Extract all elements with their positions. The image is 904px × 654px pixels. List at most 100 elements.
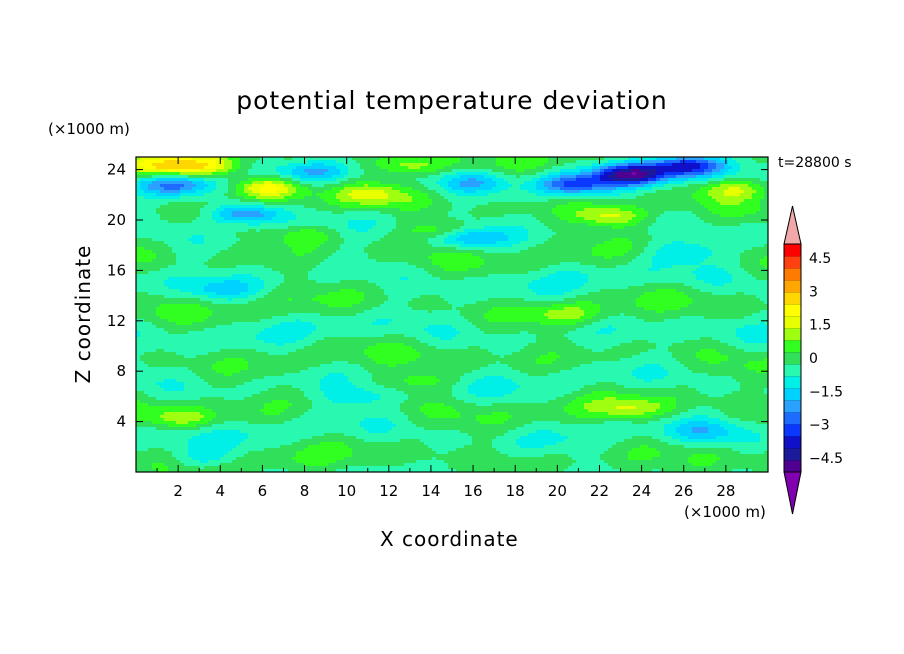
heatmap-cell bbox=[468, 235, 473, 239]
heatmap-cell bbox=[308, 211, 313, 215]
heatmap-cell bbox=[432, 211, 437, 215]
heatmap-cell bbox=[584, 208, 589, 212]
heatmap-cell bbox=[384, 175, 389, 179]
heatmap-cell bbox=[236, 202, 241, 206]
heatmap-cell bbox=[148, 217, 153, 221]
heatmap-cell bbox=[212, 187, 217, 191]
heatmap-cell bbox=[496, 250, 501, 254]
heatmap-cell bbox=[292, 178, 297, 182]
heatmap-cell bbox=[436, 238, 441, 242]
heatmap-cell bbox=[152, 232, 157, 236]
heatmap-cell bbox=[480, 226, 485, 230]
heatmap-cell bbox=[236, 241, 241, 245]
heatmap-cell bbox=[636, 166, 641, 170]
heatmap-cell bbox=[708, 235, 713, 239]
heatmap-cell bbox=[472, 247, 477, 251]
heatmap-cell bbox=[532, 229, 537, 233]
heatmap-cell bbox=[544, 211, 549, 215]
heatmap-cell bbox=[648, 199, 653, 203]
heatmap-cell bbox=[312, 187, 317, 191]
heatmap-cell bbox=[600, 214, 605, 218]
heatmap-cell bbox=[492, 250, 497, 254]
heatmap-cell bbox=[680, 166, 685, 170]
heatmap-cell bbox=[708, 178, 713, 182]
heatmap-cell bbox=[328, 235, 333, 239]
heatmap-cell bbox=[460, 169, 465, 173]
heatmap-cell bbox=[456, 199, 461, 203]
heatmap-cell bbox=[500, 193, 505, 197]
heatmap-cell bbox=[328, 175, 333, 179]
heatmap-cell bbox=[612, 223, 617, 227]
heatmap-cell bbox=[376, 169, 381, 173]
heatmap-cell bbox=[304, 247, 309, 251]
heatmap-cell bbox=[336, 211, 341, 215]
heatmap-cell bbox=[396, 211, 401, 215]
heatmap-cell bbox=[684, 223, 689, 227]
heatmap-cell bbox=[392, 160, 397, 164]
heatmap-cell bbox=[340, 214, 345, 218]
heatmap-cell bbox=[544, 199, 549, 203]
heatmap-cell bbox=[400, 160, 405, 164]
heatmap-cell bbox=[340, 175, 345, 179]
heatmap-cell bbox=[228, 217, 233, 221]
heatmap-cell bbox=[684, 196, 689, 200]
heatmap-cell bbox=[204, 223, 209, 227]
heatmap-cell bbox=[428, 193, 433, 197]
heatmap-cell bbox=[652, 232, 657, 236]
heatmap-cell bbox=[192, 160, 197, 164]
heatmap-cell bbox=[524, 163, 529, 167]
heatmap-cell bbox=[736, 190, 741, 194]
heatmap-cell bbox=[660, 229, 665, 233]
heatmap-cell bbox=[456, 175, 461, 179]
heatmap-cell bbox=[744, 166, 749, 170]
heatmap-cell bbox=[648, 208, 653, 212]
heatmap-cell bbox=[532, 232, 537, 236]
heatmap-cell bbox=[680, 196, 685, 200]
heatmap-cell bbox=[268, 205, 273, 209]
heatmap-cell bbox=[672, 190, 677, 194]
heatmap-cell bbox=[468, 238, 473, 242]
heatmap-cell bbox=[516, 244, 521, 248]
heatmap-cell bbox=[160, 232, 165, 236]
heatmap-cell bbox=[336, 226, 341, 230]
heatmap-cell bbox=[636, 199, 641, 203]
heatmap-cell bbox=[688, 244, 693, 248]
heatmap-cell bbox=[272, 163, 277, 167]
heatmap-cell bbox=[268, 163, 273, 167]
heatmap-cell bbox=[452, 190, 457, 194]
heatmap-cell bbox=[188, 193, 193, 197]
heatmap-cell bbox=[500, 196, 505, 200]
heatmap-cell bbox=[292, 187, 297, 191]
heatmap-cell bbox=[524, 220, 529, 224]
heatmap-cell bbox=[332, 184, 337, 188]
heatmap-cell bbox=[676, 199, 681, 203]
heatmap-cell bbox=[632, 229, 637, 233]
heatmap-cell bbox=[764, 196, 769, 200]
heatmap-cell bbox=[580, 157, 585, 161]
heatmap-cell bbox=[704, 208, 709, 212]
heatmap-cell bbox=[360, 196, 365, 200]
heatmap-cell bbox=[536, 211, 541, 215]
heatmap-cell bbox=[684, 226, 689, 230]
heatmap-cell bbox=[596, 211, 601, 215]
heatmap-cell bbox=[256, 232, 261, 236]
heatmap-cell bbox=[720, 157, 725, 161]
heatmap-cell bbox=[604, 199, 609, 203]
heatmap-cell bbox=[628, 178, 633, 182]
heatmap-cell bbox=[528, 202, 533, 206]
heatmap-cell bbox=[644, 166, 649, 170]
heatmap-cell bbox=[192, 208, 197, 212]
heatmap-cell bbox=[324, 232, 329, 236]
heatmap-cell bbox=[280, 172, 285, 176]
heatmap-cell bbox=[440, 220, 445, 224]
heatmap-cell bbox=[196, 211, 201, 215]
heatmap-cell bbox=[592, 157, 597, 161]
heatmap-cell bbox=[164, 214, 169, 218]
heatmap-cell bbox=[592, 205, 597, 209]
heatmap-cell bbox=[420, 202, 425, 206]
heatmap-cell bbox=[684, 208, 689, 212]
heatmap-cell bbox=[460, 157, 465, 161]
heatmap-cell bbox=[288, 223, 293, 227]
heatmap-cell bbox=[264, 250, 269, 254]
